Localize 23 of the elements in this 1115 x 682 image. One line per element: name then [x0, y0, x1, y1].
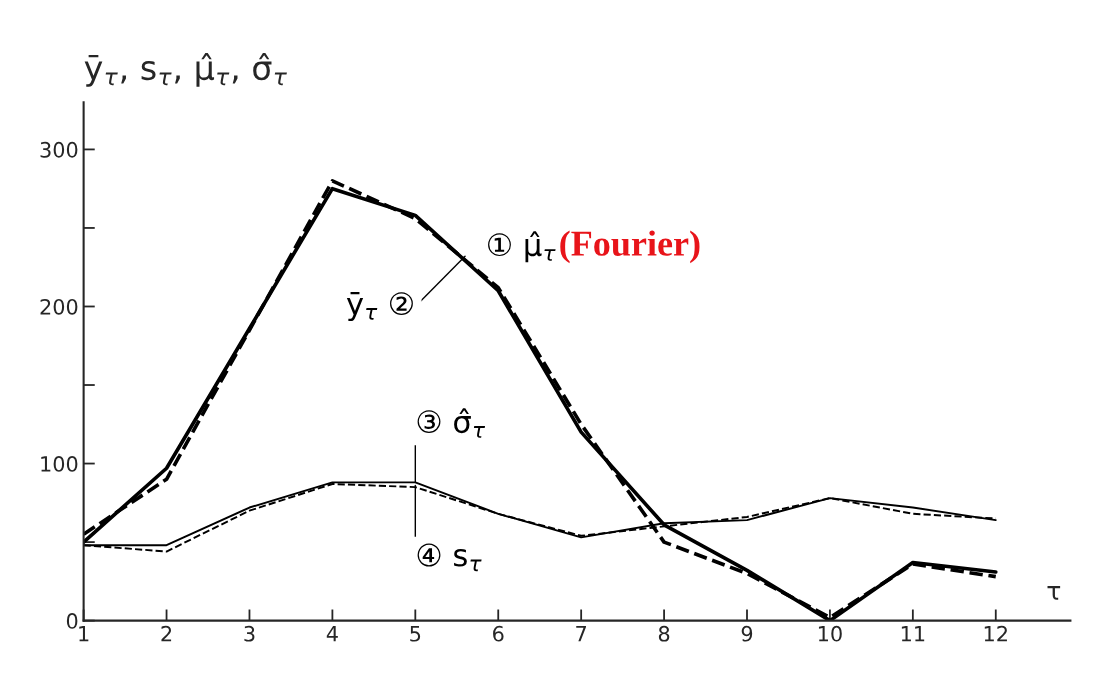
- series-label: ȳ$_{τ}$ ②: [346, 291, 413, 322]
- y-tick-label: 200: [40, 298, 78, 315]
- x-tick-label: 12: [984, 625, 1007, 642]
- x-tick-label: 6: [493, 625, 504, 642]
- series-label: ③ σ̂$_{τ}$: [417, 408, 486, 438]
- y-tick-label: 300: [40, 141, 78, 158]
- x-tick-label: 7: [576, 626, 587, 642]
- x-tick-label: 5: [410, 626, 421, 642]
- x-tick-label: 11: [901, 626, 925, 642]
- annotation: (Fourier): [560, 230, 700, 264]
- series-label: ④ s$_{τ}$: [417, 543, 482, 572]
- x-tick-label: 1: [79, 626, 89, 642]
- series-label: ① μ̂$_{τ}$: [488, 231, 556, 263]
- x-tick-label: 10: [818, 625, 842, 642]
- x-tick-label: 9: [741, 625, 753, 642]
- y-tick-label: 100: [41, 456, 78, 472]
- y-tick-label: 0: [66, 613, 78, 629]
- x-axis-title: τ: [1047, 586, 1061, 600]
- x-tick-label: 8: [658, 625, 670, 642]
- x-tick-label: 4: [326, 626, 338, 642]
- x-tick-label: 3: [244, 625, 255, 642]
- y-axis-title: ȳ$_{τ}$, s$_{τ}$, μ̂$_{τ}$, σ̂$_{τ}$: [84, 53, 287, 87]
- x-tick-label: 2: [161, 625, 172, 642]
